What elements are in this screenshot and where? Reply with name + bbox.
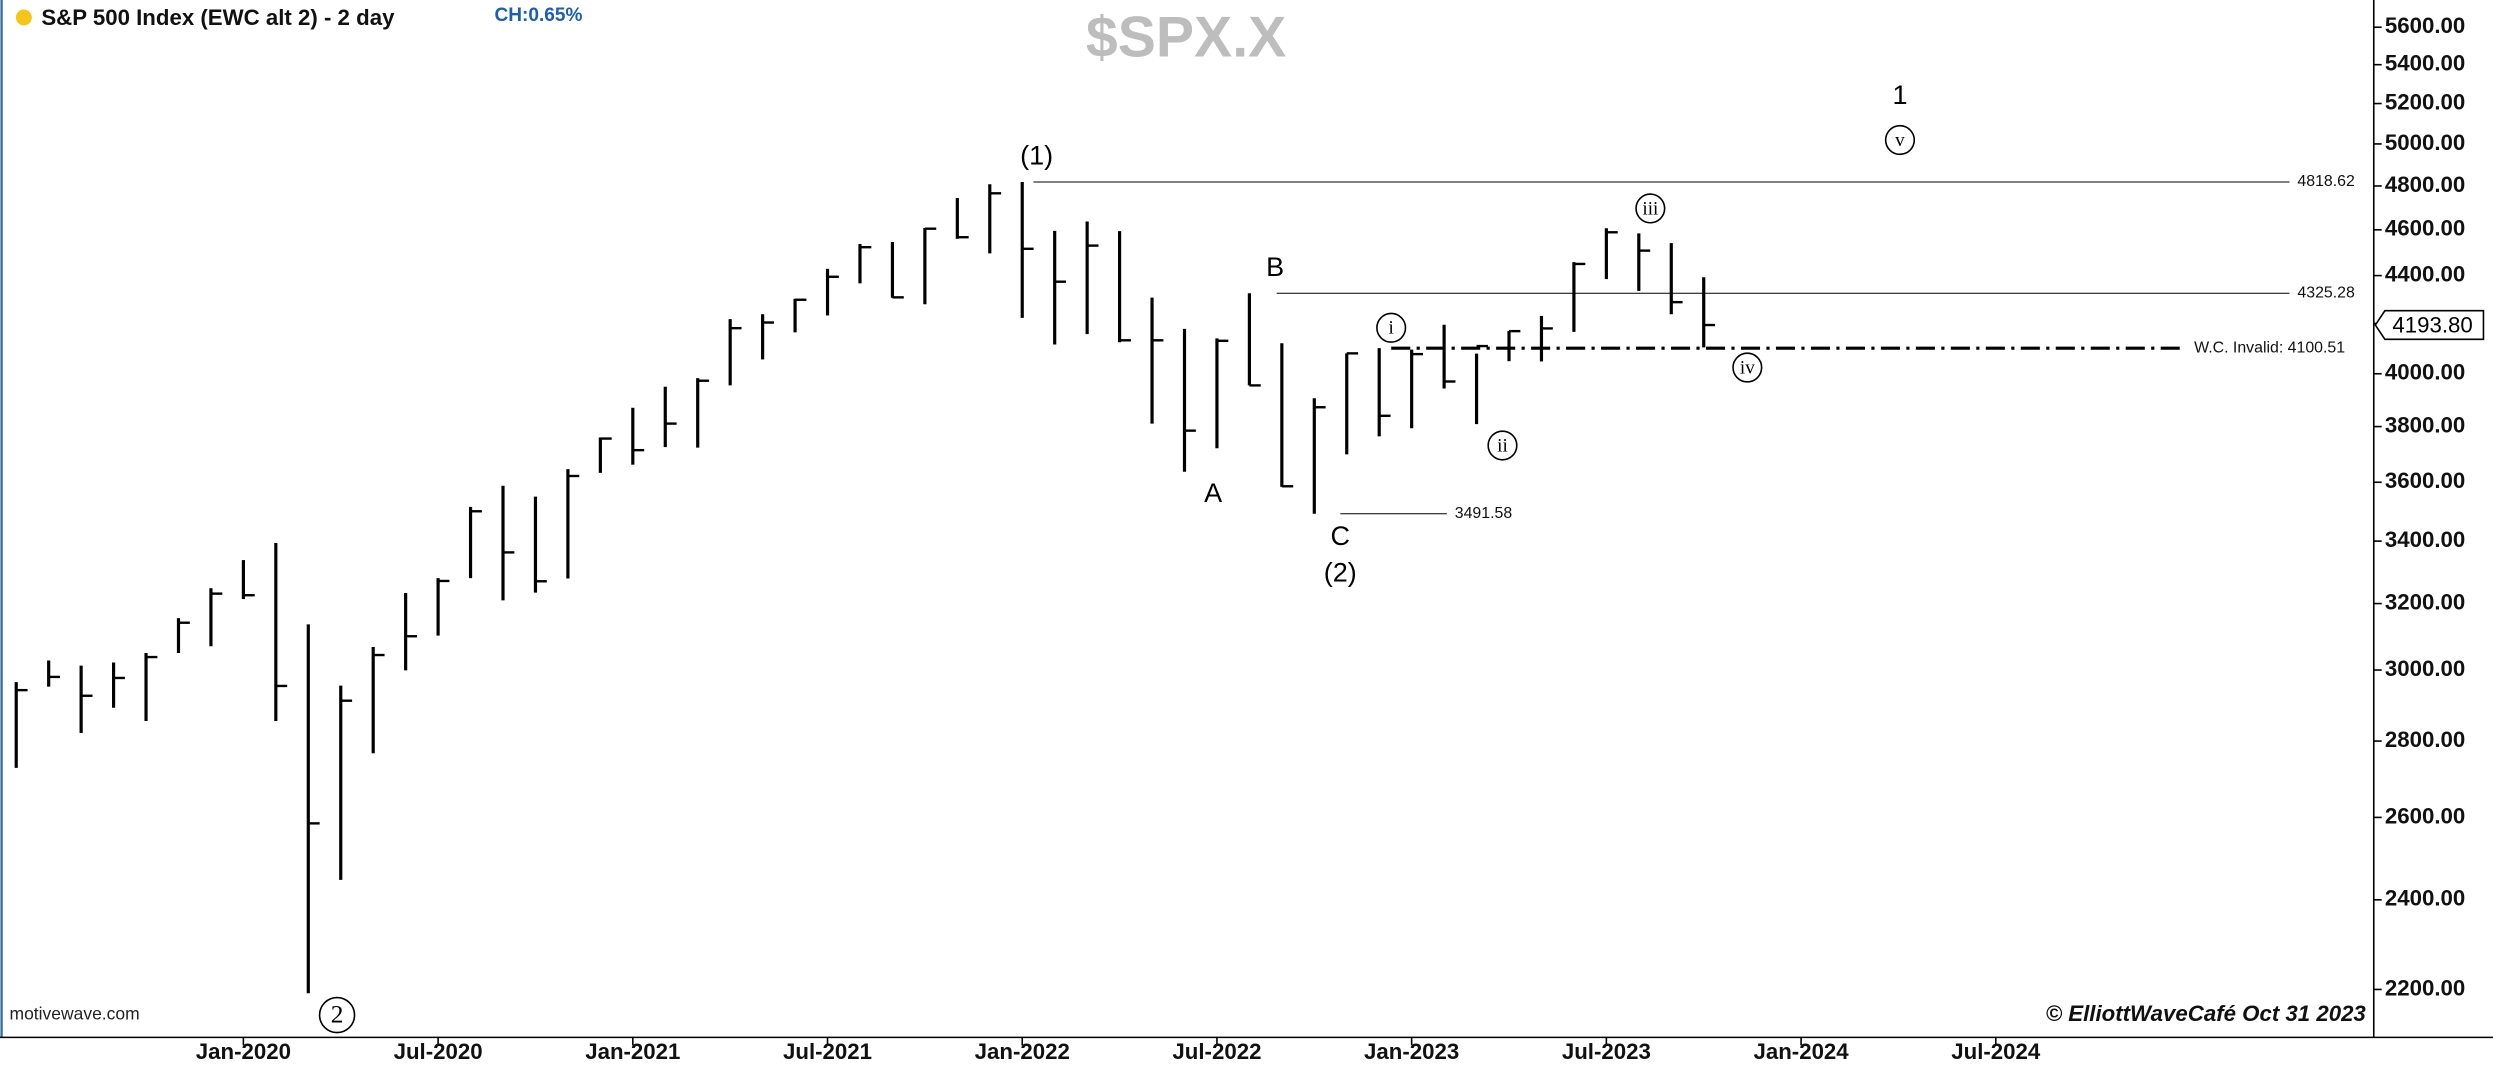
wave-circle-label: iv [1740,357,1755,378]
wave-circle-label: ii [1497,435,1508,456]
wave-label: (1) [1020,141,1053,171]
x-tick-label: Jan-2024 [1753,1039,1849,1064]
wave-label: C [1331,521,1351,551]
wave-label: A [1204,478,1222,508]
y-tick-label: 3200.00 [2385,589,2465,614]
wave-label: B [1266,252,1284,282]
last-price-tag [2374,309,2485,341]
y-tick-label: 5200.00 [2385,89,2465,114]
x-tick-label: Jul-2021 [783,1039,872,1064]
y-tick-label: 5600.00 [2385,13,2465,38]
wave-circle-label: i [1389,318,1394,339]
wave-label: (2) [1324,558,1357,588]
wave-circle [1376,312,1407,343]
x-tick-label: Jul-2024 [1951,1039,2041,1064]
status-dot [15,9,32,26]
y-tick-label: 4600.00 [2385,216,2465,241]
x-tick-label: Jul-2023 [1562,1039,1651,1064]
wave-circle [1884,124,1916,156]
y-tick-label: 2800.00 [2385,727,2465,752]
x-tick-label: Jul-2022 [1172,1039,1261,1064]
wave-circle [1635,193,1666,224]
wave-circle-label: v [1895,130,1905,151]
wave-circle [1487,430,1518,461]
y-tick-label: 3000.00 [2385,656,2465,681]
y-tick-label: 2400.00 [2385,886,2465,911]
wave-label: 1 [1892,80,1907,110]
x-tick-label: Jan-2021 [585,1039,680,1064]
level-label: 4818.62 [2297,173,2355,190]
y-tick-label: 2200.00 [2385,975,2465,1000]
y-tick-label: 4000.00 [2385,360,2465,385]
level-label: 3491.58 [1455,505,1513,522]
symbol-watermark: $SPX.X [1086,5,1286,69]
x-tick-label: Jan-2023 [1364,1039,1459,1064]
y-tick-label: 4400.00 [2385,261,2465,286]
wave-circle [1732,352,1763,383]
x-tick-label: Jan-2020 [196,1039,291,1064]
wave-circle [318,996,356,1034]
level-label: 4325.28 [2297,284,2355,301]
wave-circle-label: 2 [331,1000,344,1029]
y-tick-label: 5400.00 [2385,51,2465,76]
y-tick-label: 3400.00 [2385,527,2465,552]
change: CH:0.65% [494,5,582,26]
y-tick-label: 4800.00 [2385,172,2465,197]
y-tick-label: 3600.00 [2385,468,2465,493]
y-tick-label: 3800.00 [2385,412,2465,437]
x-tick-label: Jan-2022 [975,1039,1070,1064]
x-tick-label: Jul-2020 [394,1039,483,1064]
last-price-label: 4193.80 [2392,312,2472,337]
y-tick-label: 2600.00 [2385,803,2465,828]
wave-circle-label: iii [1642,198,1658,219]
source: motivewave.com [10,1004,140,1024]
credit: © ElliottWaveCafé Oct 31 2023 [2046,1001,2367,1026]
chart-title: S&P 500 Index (EWC alt 2) - 2 day [41,5,395,30]
y-tick-label: 5000.00 [2385,130,2465,155]
level-label: W.C. Invalid: 4100.51 [2194,339,2345,356]
